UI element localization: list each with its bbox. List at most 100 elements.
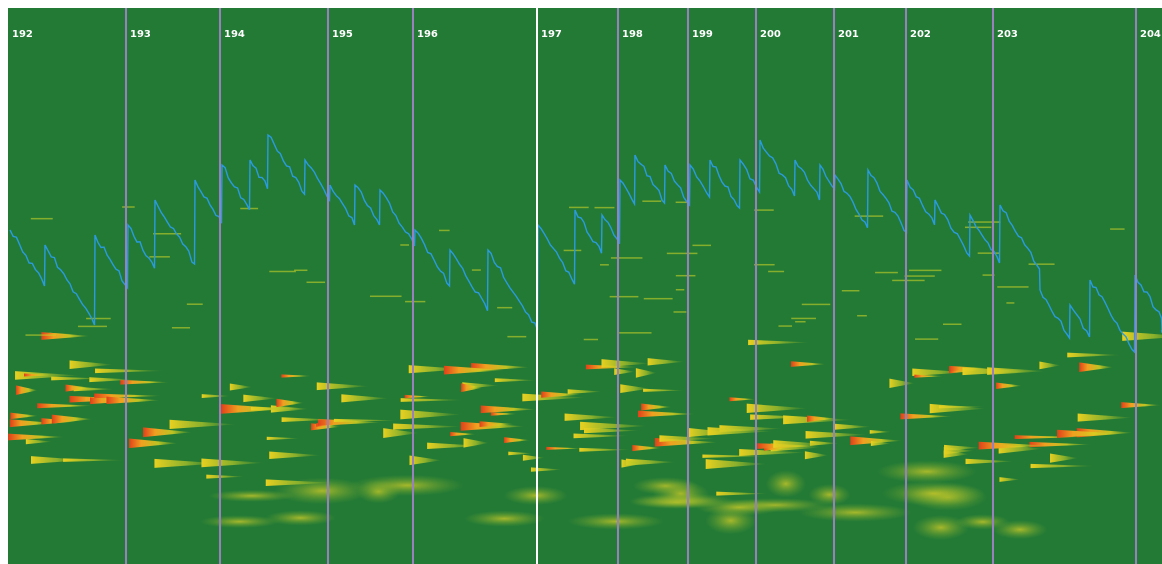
energy-streak <box>95 368 165 374</box>
energy-streak <box>805 430 868 439</box>
energy-streak <box>106 396 161 405</box>
energy-streak <box>404 394 431 399</box>
harmonic-trace <box>507 335 527 338</box>
energy-streak <box>393 423 463 430</box>
energy-streak <box>400 398 465 402</box>
energy-streak <box>702 454 768 458</box>
harmonic-trace <box>471 269 481 271</box>
energy-streak <box>10 412 39 420</box>
harmonic-trace <box>569 206 589 209</box>
harmonic-trace <box>122 206 135 208</box>
energy-streak <box>541 391 582 398</box>
energy-streak <box>1121 402 1162 409</box>
energy-streak <box>1014 435 1079 439</box>
harmonic-trace <box>400 244 410 246</box>
energy-streak <box>128 438 178 449</box>
energy-streak <box>250 406 308 411</box>
harmonic-trace <box>149 256 170 258</box>
low-energy-smear <box>876 460 977 483</box>
energy-streak <box>400 409 462 420</box>
harmonic-trace <box>643 297 673 300</box>
harmonic-trace <box>497 306 513 309</box>
energy-streak <box>1057 429 1120 438</box>
energy-streak <box>707 427 774 436</box>
energy-streak <box>705 459 768 469</box>
harmonic-trace <box>673 311 687 313</box>
energy-streak <box>243 394 277 403</box>
low-energy-smear <box>503 485 568 506</box>
harmonic-trace <box>857 314 867 317</box>
energy-streak <box>15 371 80 380</box>
low-energy-smear <box>992 520 1048 540</box>
energy-streak <box>746 403 808 414</box>
energy-streak <box>120 379 170 385</box>
harmonic-trace <box>982 274 995 276</box>
harmonic-trace <box>666 252 698 255</box>
harmonic-trace <box>405 300 426 303</box>
energy-streak <box>508 451 533 456</box>
energy-streak <box>65 384 92 392</box>
energy-streak <box>494 378 537 383</box>
bar-number: 196 <box>417 29 438 40</box>
energy-streak <box>169 419 236 429</box>
bar-number: 204 <box>1140 29 1161 40</box>
low-energy-smear <box>881 481 986 506</box>
harmonic-trace <box>964 226 992 229</box>
energy-streak <box>647 358 685 366</box>
energy-streak <box>567 389 603 395</box>
energy-streak <box>51 414 93 424</box>
energy-streak <box>900 413 953 420</box>
spectrogram-energy <box>8 200 1162 541</box>
low-energy-smear <box>207 489 296 502</box>
energy-streak <box>773 440 826 449</box>
harmonic-trace <box>642 200 662 202</box>
energy-streak <box>480 405 537 414</box>
energy-streak <box>580 421 649 431</box>
energy-streak <box>999 477 1020 482</box>
energy-streak <box>201 394 231 398</box>
energy-streak <box>601 359 650 368</box>
energy-streak <box>716 491 769 496</box>
harmonic-trace <box>801 303 831 306</box>
energy-streak <box>585 364 639 370</box>
energy-streak <box>995 382 1022 389</box>
energy-streak <box>643 388 686 392</box>
energy-streak <box>15 385 38 396</box>
bar-number: 197 <box>541 29 562 40</box>
energy-streak <box>25 438 53 445</box>
harmonic-trace <box>977 252 1000 254</box>
harmonic-trace <box>369 295 402 298</box>
harmonic-trace <box>943 323 962 326</box>
energy-streak <box>460 421 525 431</box>
energy-streak <box>579 447 631 452</box>
energy-streak <box>965 458 1015 465</box>
harmonic-trace <box>599 264 609 266</box>
harmonic-trace <box>904 275 935 277</box>
energy-streak <box>409 455 442 466</box>
bar-number: 201 <box>838 29 859 40</box>
energy-streak <box>869 429 892 434</box>
energy-streak <box>546 446 583 450</box>
harmonic-trace <box>754 209 774 211</box>
pitch-curve <box>9 133 1162 354</box>
energy-streak <box>790 361 827 367</box>
harmonic-trace <box>908 269 942 272</box>
energy-streak <box>641 403 672 411</box>
bar-number: 198 <box>622 29 643 40</box>
bar-number: 193 <box>130 29 151 40</box>
harmonic-trace <box>875 271 898 274</box>
harmonic-trace <box>439 229 450 232</box>
energy-streak <box>9 419 55 428</box>
energy-streak <box>637 410 696 418</box>
energy-streak <box>583 427 641 434</box>
harmonic-trace <box>1110 228 1125 230</box>
harmonic-trace <box>171 327 191 329</box>
harmonic-trace <box>692 244 712 247</box>
harmonic-trace <box>86 317 111 320</box>
energy-streak <box>8 433 65 441</box>
harmonic-trace <box>77 325 107 328</box>
energy-streak <box>632 444 662 452</box>
energy-streak <box>63 458 125 462</box>
